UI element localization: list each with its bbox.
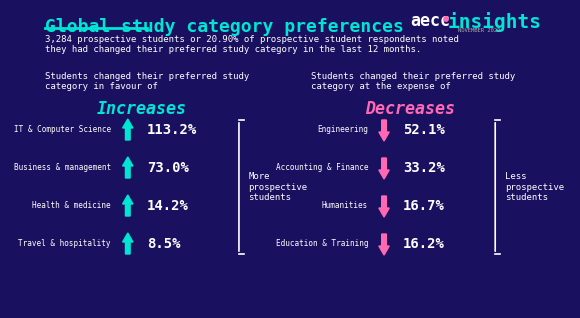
Text: Increases: Increases (97, 100, 187, 118)
Text: Students changed their preferred study
category at the expense of: Students changed their preferred study c… (311, 72, 516, 91)
Text: 16.7%: 16.7% (403, 199, 445, 213)
Polygon shape (122, 119, 133, 140)
Polygon shape (122, 233, 133, 254)
Text: aecc: aecc (411, 12, 451, 30)
Text: 33.2%: 33.2% (403, 161, 445, 175)
Polygon shape (379, 196, 389, 217)
Text: Students changed their preferred study
category in favour of: Students changed their preferred study c… (45, 72, 249, 91)
Polygon shape (379, 120, 389, 141)
Polygon shape (379, 234, 389, 255)
Text: IT & Computer Science: IT & Computer Science (14, 126, 111, 135)
Text: insights: insights (448, 12, 542, 32)
Polygon shape (379, 158, 389, 179)
Text: 14.2%: 14.2% (147, 199, 188, 213)
Text: Business & management: Business & management (14, 163, 111, 172)
Text: Global study category preferences: Global study category preferences (45, 18, 404, 36)
Text: •: • (441, 12, 451, 30)
Text: Humanities: Humanities (322, 202, 368, 211)
Text: Less
prospective
students: Less prospective students (505, 172, 564, 202)
Text: 16.2%: 16.2% (403, 237, 445, 251)
Text: 73.0%: 73.0% (147, 161, 188, 175)
Polygon shape (122, 195, 133, 216)
Text: NOVEMBER 2022: NOVEMBER 2022 (458, 28, 500, 33)
Text: Accounting & Finance: Accounting & Finance (276, 163, 368, 172)
Text: Engineering: Engineering (317, 126, 368, 135)
Text: Decreases: Decreases (365, 100, 455, 118)
Text: 3,284 prospective students or 20.90% of prospective student respondents noted
th: 3,284 prospective students or 20.90% of … (45, 35, 459, 54)
Text: Education & Training: Education & Training (276, 239, 368, 248)
Text: 113.2%: 113.2% (147, 123, 197, 137)
Text: 8.5%: 8.5% (147, 237, 180, 251)
Text: Travel & hospitality: Travel & hospitality (19, 239, 111, 248)
Text: More
prospective
students: More prospective students (248, 172, 307, 202)
Text: Health & medicine: Health & medicine (32, 202, 111, 211)
Text: 52.1%: 52.1% (403, 123, 445, 137)
Polygon shape (122, 157, 133, 178)
